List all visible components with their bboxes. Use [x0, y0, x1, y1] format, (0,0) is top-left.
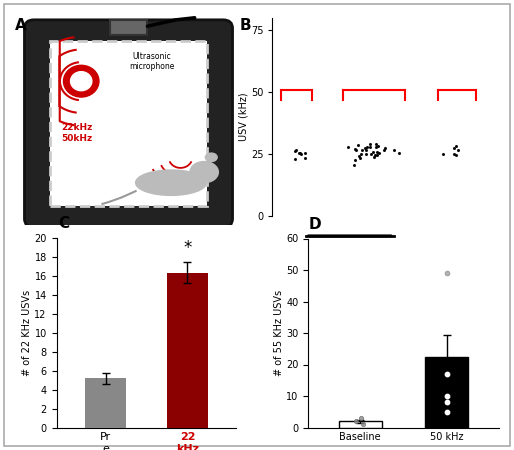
Point [356, 154, 364, 161]
Point [296, 150, 304, 157]
Point [452, 151, 461, 158]
FancyBboxPatch shape [25, 20, 232, 227]
Point [450, 144, 458, 152]
Point [358, 146, 366, 153]
Point [353, 146, 361, 153]
Bar [85, 378, 126, 428]
Ellipse shape [136, 170, 207, 195]
Text: C: C [58, 216, 69, 231]
Point [443, 270, 451, 277]
Point [351, 157, 359, 164]
Bar [425, 356, 468, 428]
Point [344, 143, 352, 150]
Text: A: A [15, 18, 27, 33]
Text: 100 msec: 100 msec [326, 248, 374, 258]
Point [370, 153, 378, 161]
Point [357, 414, 365, 422]
Bar [339, 421, 382, 428]
Text: 22kHz
50kHz: 22kHz 50kHz [61, 123, 92, 143]
Point [355, 152, 363, 159]
Text: B: B [240, 18, 251, 33]
Point [452, 143, 461, 150]
Point [296, 150, 304, 157]
Point [291, 147, 300, 154]
Point [381, 144, 389, 151]
Point [291, 155, 300, 162]
Point [367, 150, 375, 157]
Point [380, 146, 388, 153]
Point [371, 151, 379, 158]
Circle shape [70, 72, 92, 91]
Point [373, 148, 381, 156]
Ellipse shape [206, 153, 217, 162]
Point [297, 150, 305, 158]
Text: *: * [183, 239, 192, 257]
Bar [109, 20, 148, 35]
Point [373, 151, 381, 158]
Point [443, 370, 451, 378]
Point [351, 161, 359, 168]
Point [362, 146, 370, 153]
Point [372, 144, 380, 151]
Ellipse shape [190, 162, 218, 183]
Point [443, 399, 451, 406]
Point [395, 149, 403, 156]
Y-axis label: USV (kHz): USV (kHz) [238, 93, 248, 141]
Point [366, 143, 374, 150]
Point [352, 418, 360, 425]
Point [366, 140, 374, 148]
Point [443, 392, 451, 400]
Point [292, 146, 300, 153]
Circle shape [64, 65, 99, 97]
Y-axis label: # of 55 KHz USVs: # of 55 KHz USVs [273, 290, 284, 376]
Point [454, 147, 463, 154]
Point [390, 146, 398, 153]
Bar [167, 273, 208, 428]
Point [369, 148, 377, 155]
Text: D: D [308, 217, 321, 232]
Point [358, 421, 366, 428]
Point [372, 140, 380, 148]
Point [362, 150, 370, 158]
Point [374, 143, 382, 150]
Text: Ultrasonic
microphone: Ultrasonic microphone [130, 52, 175, 71]
Point [375, 149, 383, 157]
Point [351, 145, 359, 152]
Point [354, 141, 362, 149]
Point [301, 154, 309, 162]
Point [360, 144, 369, 151]
Point [450, 150, 458, 157]
Bar [50, 41, 207, 206]
Point [438, 150, 447, 157]
Point [357, 150, 365, 158]
Point [301, 150, 309, 157]
Y-axis label: # of 22 KHz USVs: # of 22 KHz USVs [22, 290, 32, 376]
Point [363, 143, 371, 150]
Point [443, 408, 451, 415]
